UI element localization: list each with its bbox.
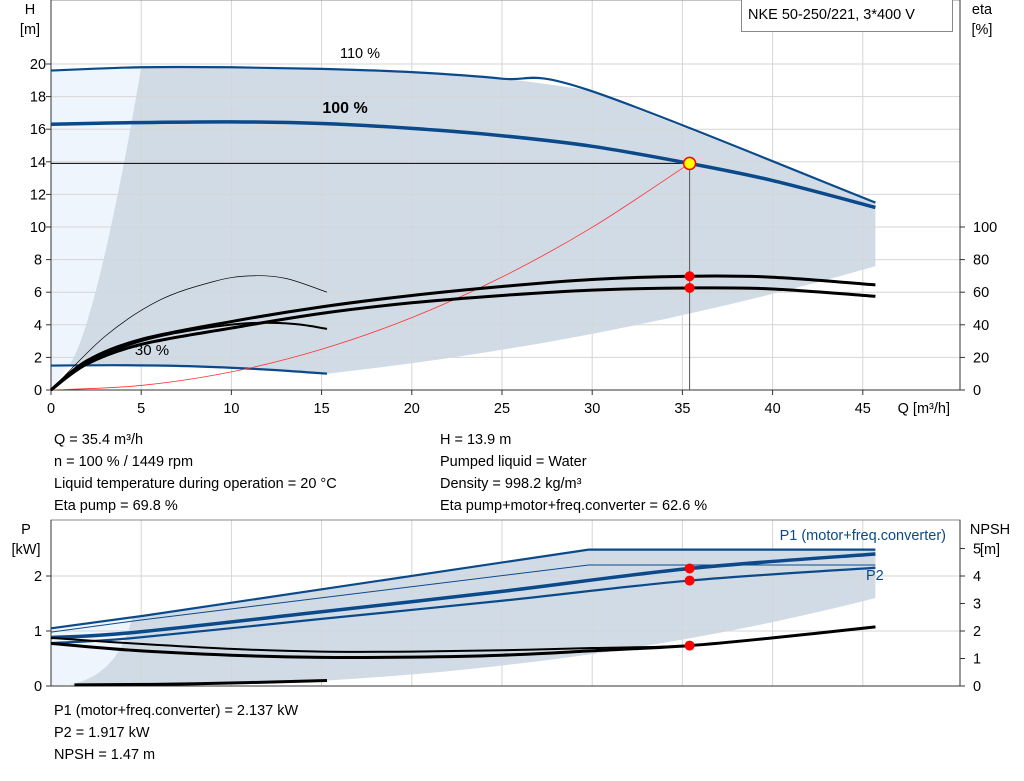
duty-point-npsh: [684, 640, 695, 651]
eta-pump-curve: [50, 274, 876, 392]
p-30-percent-curve: [74, 679, 328, 687]
npsh-tick-label: 5: [973, 542, 981, 558]
npsh-tick-label: 1: [973, 652, 981, 668]
npsh-tick-label: 4: [973, 569, 981, 585]
y2-tick-label: 100: [973, 220, 997, 236]
p-tick-label: 0: [34, 679, 42, 695]
info-head: H = 13.9 m: [440, 432, 512, 448]
info-eta-pump: Eta pump = 69.8 %: [54, 498, 178, 514]
curve-30-percent: [50, 364, 328, 375]
info-top-right: H = 13.9 m Pumped liquid = Water Density…: [440, 429, 707, 517]
y-axis-unit: [m]: [20, 22, 40, 38]
x-tick-label: 20: [404, 401, 420, 417]
info-temperature: Liquid temperature during operation = 20…: [54, 476, 337, 492]
x-axis-label: Q [m³/h]: [898, 401, 950, 417]
info-npsh: NPSH = 1.47 m: [54, 747, 156, 763]
y2-tick-label: 60: [973, 285, 989, 301]
duty-point-eta-pump: [684, 271, 695, 282]
info-p1: P1 (motor+freq.converter) = 2.137 kW: [54, 703, 299, 719]
operating-region-top: [69, 67, 876, 374]
y-tick-label: 0: [34, 383, 42, 399]
npsh-axis-unit: [m]: [980, 542, 1000, 558]
x-tick-label: 10: [223, 401, 239, 417]
info-liquid: Pumped liquid = Water: [440, 454, 587, 470]
p2-curve: [50, 566, 876, 645]
npsh-curve: [50, 625, 876, 660]
label-100-percent: 100 %: [322, 100, 367, 117]
y-tick-label: 20: [30, 57, 46, 73]
duty-point-eta-total: [684, 282, 695, 293]
info-bottom: P1 (motor+freq.converter) = 2.137 kW P2 …: [54, 700, 298, 766]
y-tick-label: 8: [34, 253, 42, 269]
duty-point-head: [682, 156, 697, 171]
y-tick-label: 2: [34, 350, 42, 366]
npsh-axis-label: NPSH: [970, 522, 1010, 538]
system-curve: [50, 163, 690, 391]
light-region-top: [51, 67, 142, 390]
y-tick-label: 18: [30, 90, 46, 106]
x-tick-label: 45: [855, 401, 871, 417]
x-tick-label: 35: [674, 401, 690, 417]
info-eta-total: Eta pump+motor+freq.converter = 62.6 %: [440, 498, 708, 514]
x-tick-label: 25: [494, 401, 510, 417]
p1-max-curve: [50, 548, 876, 630]
y-tick-label: 14: [30, 155, 46, 171]
y2-tick-label: 20: [973, 350, 989, 366]
y-tick-label: 12: [30, 187, 46, 203]
eta-max-curve: [50, 275, 328, 391]
info-p2: P2 = 1.917 kW: [54, 725, 150, 741]
y2-axis-label: eta: [972, 2, 993, 18]
y-axis-label: H: [25, 2, 35, 18]
x-tick-label: 30: [584, 401, 600, 417]
p-axis-unit: [kW]: [12, 542, 41, 558]
info-density: Density = 998.2 kg/m³: [440, 476, 582, 492]
operating-region-bottom: [69, 549, 876, 685]
p-axis-label: P: [21, 522, 31, 538]
y-tick-label: 6: [34, 285, 42, 301]
y-tick-label: 16: [30, 122, 46, 138]
y-tick-label: 4: [34, 318, 42, 334]
y-tick-label: 10: [30, 220, 46, 236]
npsh-tick-label: 2: [973, 624, 981, 640]
npsh-tick-label: 3: [973, 597, 981, 613]
duty-point-p1: [684, 563, 695, 574]
info-top-left: Q = 35.4 m³/h n = 100 % / 1449 rpm Liqui…: [54, 429, 337, 517]
curve-110-percent: [50, 65, 876, 204]
y2-tick-label: 0: [973, 383, 981, 399]
x-tick-label: 40: [765, 401, 781, 417]
y2-axis-unit: [%]: [972, 22, 993, 38]
npsh-tick-label: 0: [973, 679, 981, 695]
label-110-percent: 110 %: [340, 46, 380, 62]
label-30-percent: 30 %: [135, 342, 169, 359]
y2-tick-label: 80: [973, 253, 989, 269]
x-tick-label: 0: [47, 401, 55, 417]
p-tick-label: 1: [34, 624, 42, 640]
pump-title: NKE 50-250/221, 3*400 V: [741, 0, 953, 32]
x-tick-label: 15: [314, 401, 330, 417]
p1-curve: [50, 552, 876, 640]
eta-30-percent-curve: [50, 321, 328, 391]
info-flow: Q = 35.4 m³/h: [54, 432, 144, 448]
eta-total-curve: [50, 286, 876, 392]
p-tick-label: 2: [34, 569, 42, 585]
legend-p1: P1 (motor+freq.converter): [780, 528, 946, 544]
info-speed: n = 100 % / 1449 rpm: [54, 454, 194, 470]
duty-point-p2: [684, 575, 695, 586]
curve-100-percent: [50, 120, 876, 210]
legend-p2: P2: [866, 568, 884, 584]
x-tick-label: 5: [137, 401, 145, 417]
y2-tick-label: 40: [973, 318, 989, 334]
